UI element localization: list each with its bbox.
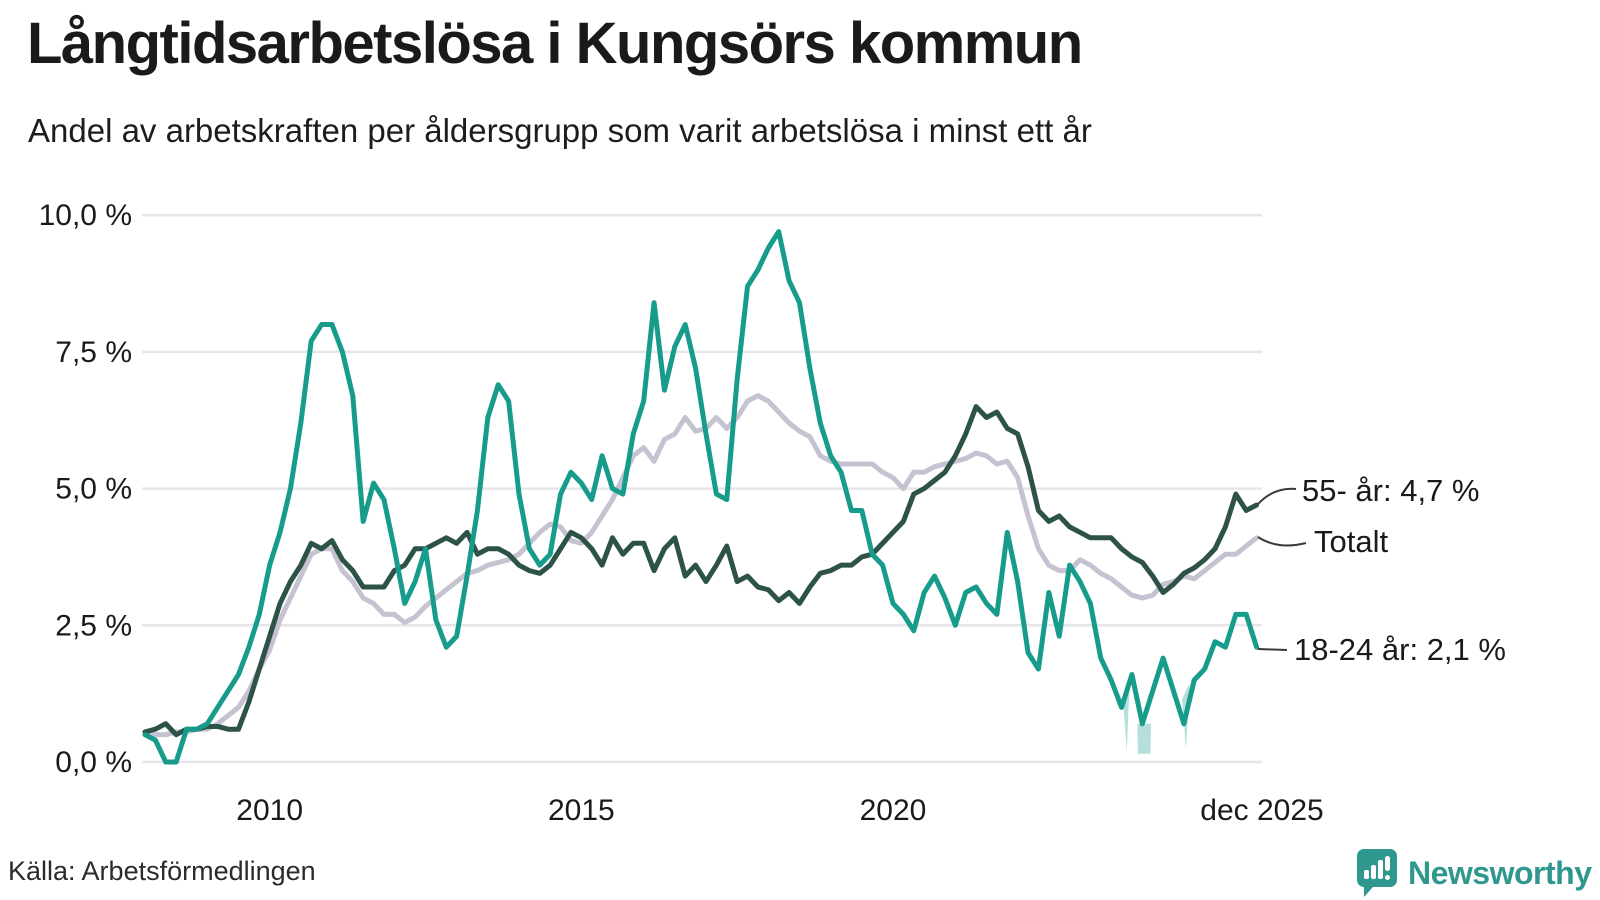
label-connector-55-ar [1257, 487, 1297, 505]
newsworthy-speech-bubble-bar-chart-icon [1357, 849, 1397, 897]
low-value-shading-band [1123, 679, 1130, 752]
series-line-18-24-ar [142, 229, 1260, 765]
label-connector-totalt [1257, 536, 1307, 547]
low-value-shading-band [1137, 723, 1152, 754]
x-axis-tick-label: 2020 [860, 794, 927, 827]
source-label: Källa: Arbetsförmedlingen [8, 856, 316, 886]
y-axis-tick-label: 10,0 % [39, 199, 132, 232]
series-end-label-totalt: Totalt [1314, 524, 1388, 559]
newsworthy-logo: Newsworthy [1356, 848, 1592, 898]
series-end-label-55-ar: 55- år: 4,7 % [1302, 473, 1479, 508]
x-axis-tick-label: 2015 [548, 794, 615, 827]
gridlines [142, 213, 1262, 764]
y-axis-tick-label: 5,0 % [55, 473, 132, 506]
series-line-55-ar [142, 404, 1260, 738]
chart-subtitle: Andel av arbetskraften per åldersgrupp s… [28, 112, 1092, 149]
y-axis-tick-label: 0,0 % [55, 746, 132, 779]
label-connector-18-24-ar [1257, 648, 1288, 651]
x-axis-tick-label: 2010 [236, 794, 303, 827]
newsworthy-wordmark: Newsworthy [1408, 854, 1592, 891]
series-line-totalt [142, 393, 1260, 738]
y-axis-tick-label: 2,5 % [55, 609, 132, 642]
page-title: Långtidsarbetslösa i Kungsörs kommun [27, 11, 1083, 76]
y-axis-tick-label: 7,5 % [55, 336, 132, 369]
series-end-label-18-24-ar: 18-24 år: 2,1 % [1294, 632, 1506, 667]
x-axis-tick-label: dec 2025 [1200, 794, 1323, 827]
